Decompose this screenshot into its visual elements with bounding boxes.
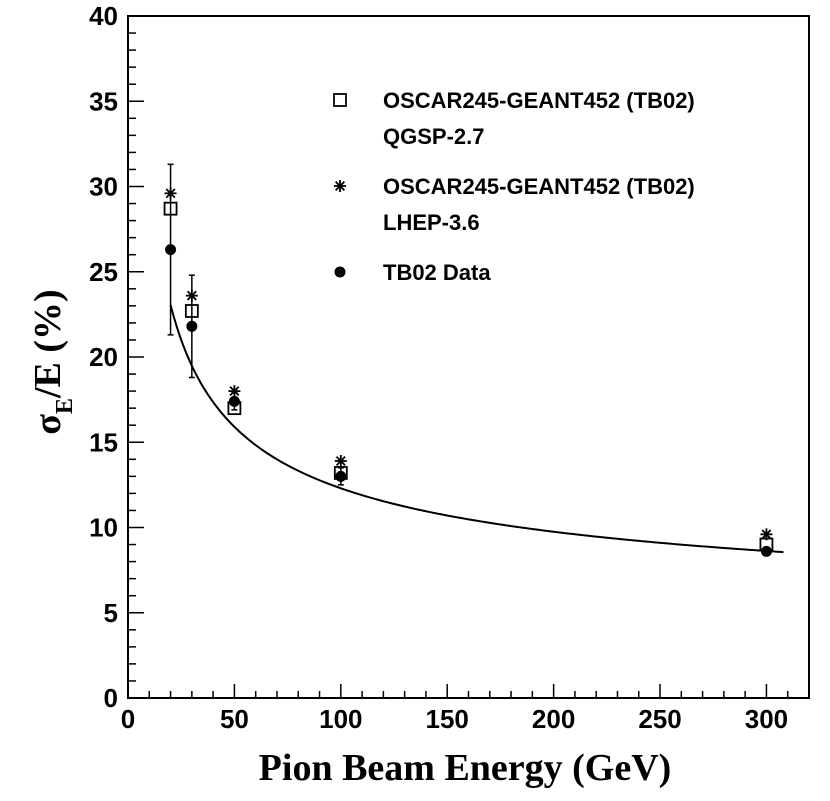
y-axis-tick-labels: 0 5 10 15 20 25 30 35 40	[89, 1, 118, 713]
x-axis-ticks	[127, 684, 810, 698]
x-tick-label: 300	[745, 704, 788, 734]
x-tick-label: 200	[532, 704, 575, 734]
x-tick-label: 250	[638, 704, 681, 734]
y-axis-ticks	[128, 15, 144, 699]
data-point	[760, 545, 772, 557]
x-axis-tick-labels: 0 50 100 150 200 250 300	[121, 704, 788, 734]
data-point	[760, 528, 773, 541]
x-tick-label: 100	[319, 704, 362, 734]
data-point	[334, 455, 347, 468]
data-point	[165, 244, 177, 256]
plot-frame	[127, 15, 810, 699]
legend-label: OSCAR245-GEANT452 (TB02)	[383, 174, 695, 199]
y-axis-label-subscript: E	[52, 398, 78, 414]
x-tick-label: 0	[121, 704, 135, 734]
legend-marker	[334, 266, 346, 278]
legend-marker	[334, 180, 346, 192]
y-axis-label: σE/E (%)	[27, 289, 78, 434]
legend-label: QGSP-2.7	[383, 124, 484, 149]
y-tick-label: 10	[89, 513, 118, 543]
data-point	[335, 470, 347, 482]
data-point	[228, 395, 240, 407]
legend-label: LHEP-3.6	[383, 210, 480, 235]
y-tick-label: 25	[89, 257, 118, 287]
svg-text:σE/E (%): σE/E (%)	[27, 289, 78, 434]
series-filled-circle	[165, 163, 772, 557]
y-tick-label: 35	[89, 86, 118, 116]
series-asterisk	[164, 187, 773, 541]
data-point	[186, 320, 198, 332]
y-axis-label-rest: /E (%)	[27, 289, 69, 399]
asterisk-stroke	[335, 456, 346, 466]
series-open-square	[163, 201, 774, 552]
asterisk-stroke	[761, 529, 772, 540]
x-tick-label: 50	[220, 704, 249, 734]
y-tick-label: 30	[89, 172, 118, 202]
legend-marker	[333, 93, 347, 107]
legend-label: OSCAR245-GEANT452 (TB02)	[383, 88, 695, 113]
y-tick-label: 40	[89, 1, 118, 31]
y-tick-label: 0	[104, 683, 118, 713]
y-tick-label: 5	[104, 598, 118, 628]
data-series	[163, 163, 774, 557]
asterisk-stroke	[335, 181, 345, 191]
y-tick-label: 20	[89, 342, 118, 372]
legend: OSCAR245-GEANT452 (TB02) QGSP-2.7 OSCAR245…	[333, 88, 695, 285]
y-tick-label: 15	[89, 427, 118, 457]
x-tick-label: 150	[426, 704, 469, 734]
fit-curve	[169, 304, 784, 554]
asterisk-stroke	[229, 386, 240, 397]
y-axis-label-symbol: σ	[27, 414, 69, 435]
legend-label: TB02 Data	[383, 260, 491, 285]
x-axis-label: Pion Beam Energy (GeV)	[259, 747, 672, 789]
